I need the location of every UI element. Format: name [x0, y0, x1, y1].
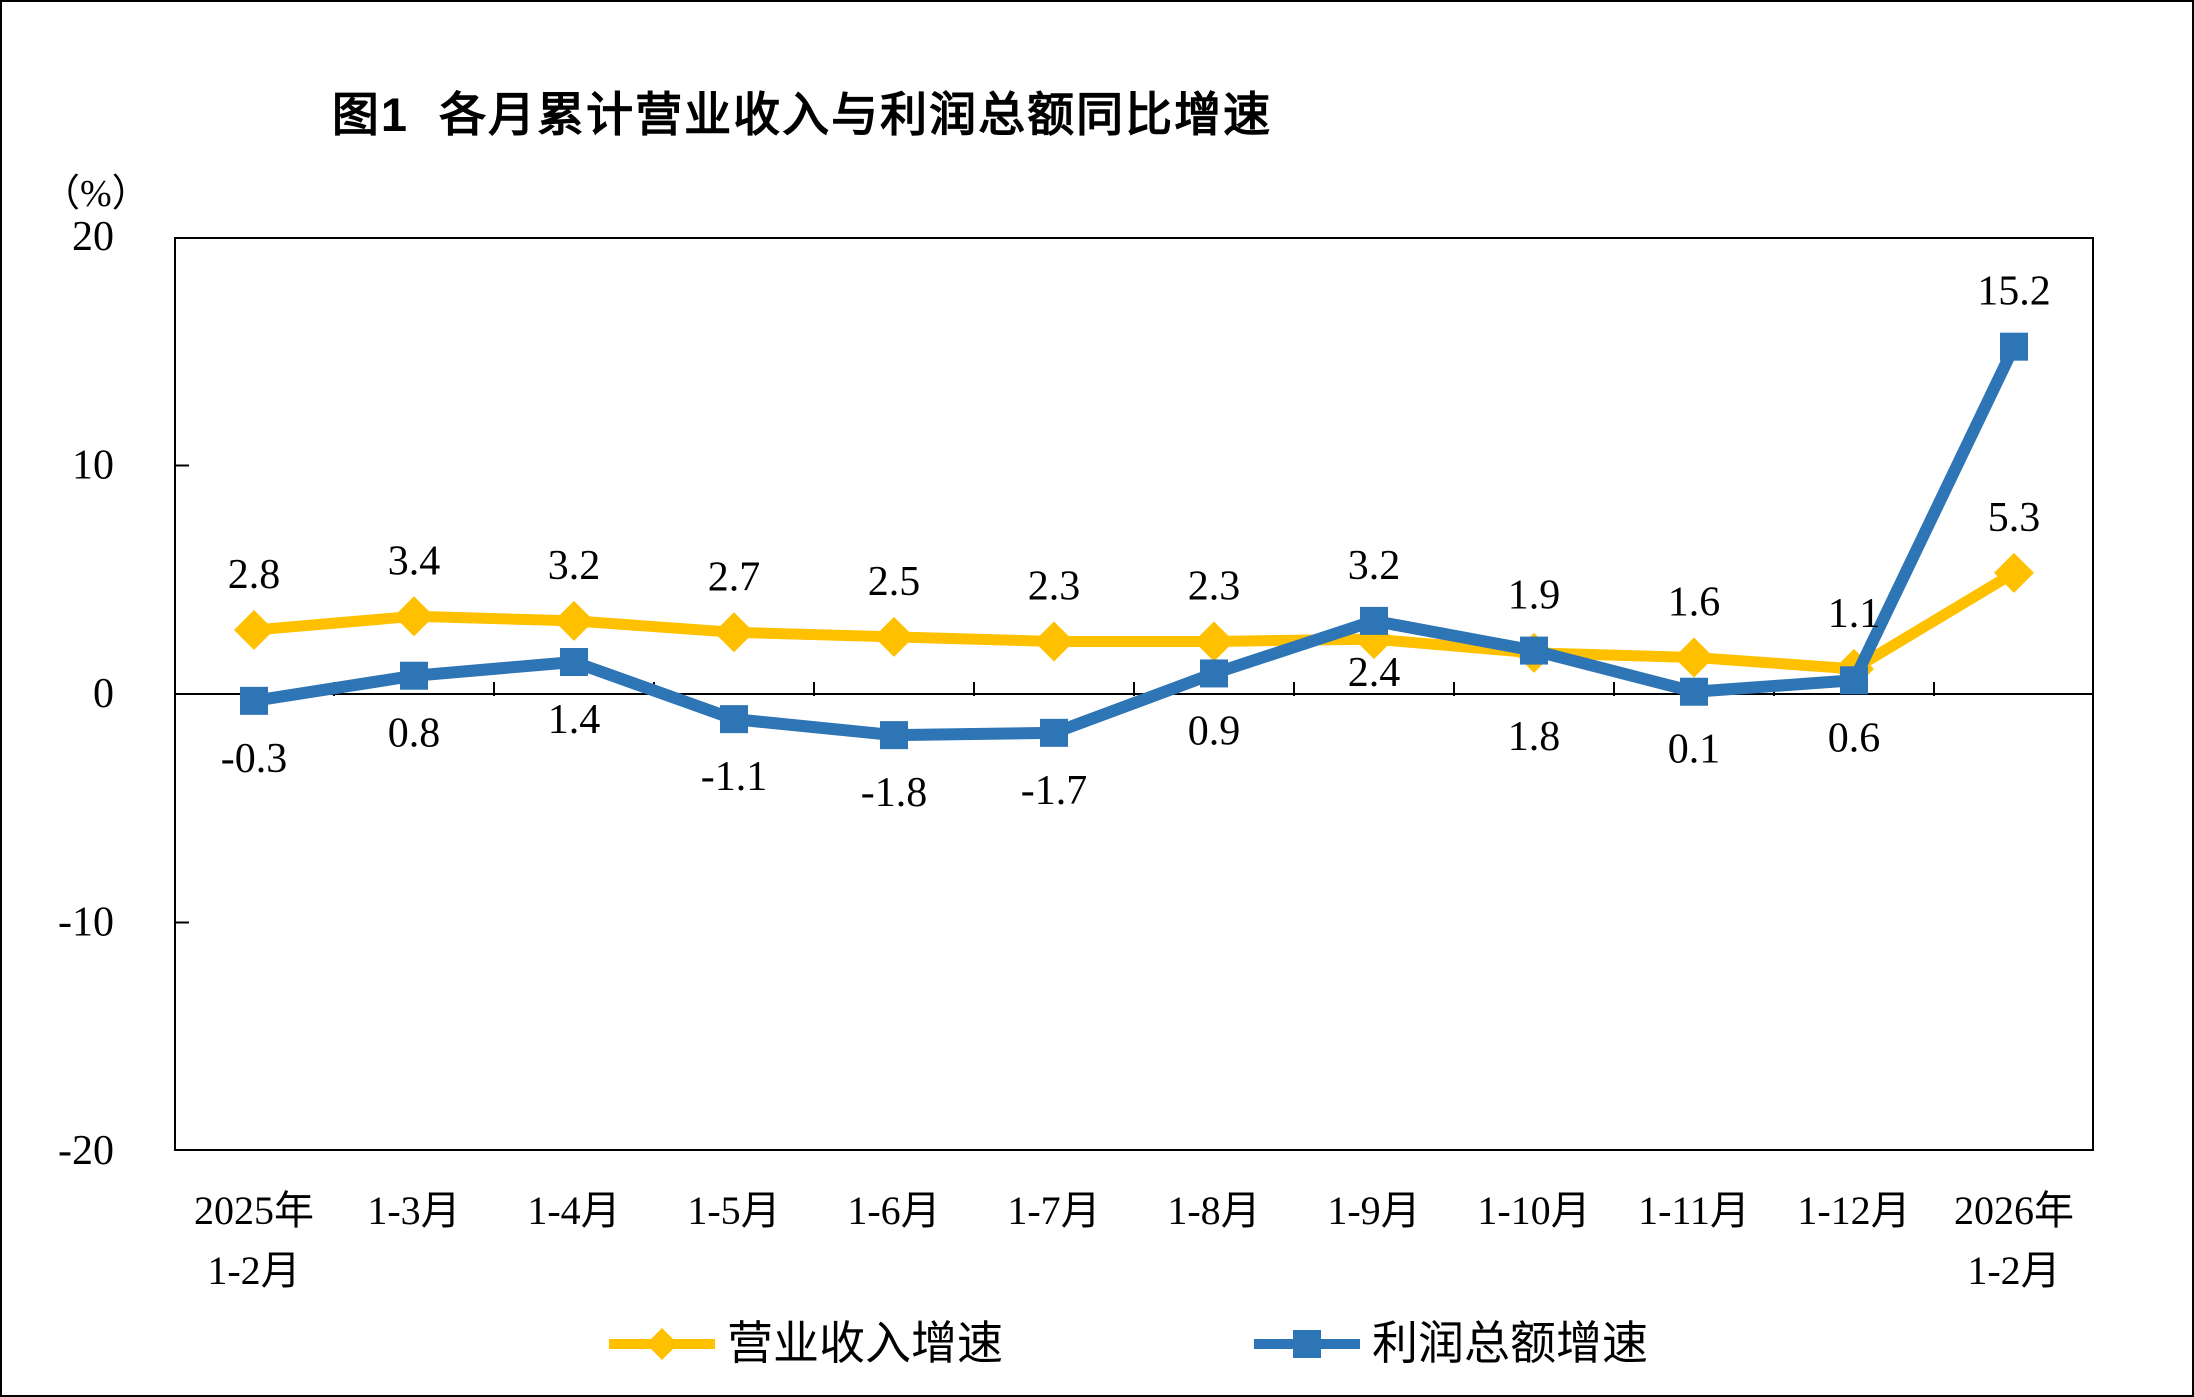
revenue-growth-line [248, 567, 2020, 675]
profit-data-marker [400, 661, 428, 690]
x-category-label: 1-7月 [1007, 1188, 1100, 1233]
x-category-label: 1-4月 [527, 1188, 620, 1233]
profit-data-marker [2000, 332, 2028, 361]
x-category-label: 1-10月 [1477, 1188, 1590, 1233]
profit-data-label: 1.9 [1508, 573, 1561, 619]
profit-data-marker [1360, 606, 1388, 635]
profit-data-marker [560, 648, 588, 677]
legend-item-profit-growth: 利润总额增速 [1252, 1318, 1648, 1370]
y-tick-label: -10 [58, 900, 114, 946]
x-category-label: 1-5月 [687, 1188, 780, 1233]
profit-data-label: 1.4 [548, 697, 601, 743]
x-category-label: 2025年 [194, 1188, 314, 1233]
y-axis-unit-label: （%） [42, 173, 150, 215]
revenue-data-marker [234, 610, 274, 651]
profit-growth-line [248, 340, 2020, 742]
x-category-label: 1-8月 [1167, 1188, 1260, 1233]
profit-data-marker [240, 686, 268, 715]
x-category-label: 1-9月 [1327, 1188, 1420, 1233]
revenue-data-label: 5.3 [1988, 495, 2041, 541]
revenue-data-label: 2.3 [1188, 563, 1241, 609]
profit-data-marker [1840, 666, 1868, 695]
revenue-data-marker [1194, 621, 1234, 662]
profit-data-label: 0.1 [1668, 727, 1721, 773]
revenue-data-label: 1.1 [1828, 591, 1881, 637]
revenue-data-marker [1034, 621, 1074, 662]
y-tick-label: 10 [72, 443, 114, 489]
y-tick-label: 20 [72, 214, 114, 260]
x-category-label: 1-6月 [847, 1188, 940, 1233]
profit-data-marker [880, 721, 908, 750]
profit-data-label: -1.1 [701, 754, 768, 800]
profit-data-label: -1.7 [1021, 768, 1088, 814]
profit-series-swatch [1254, 1330, 1360, 1358]
revenue-data-label: 3.2 [548, 543, 601, 589]
revenue-data-marker [1994, 552, 2034, 593]
x-category-label: 1-11月 [1638, 1188, 1750, 1233]
x-category-label: 2026年 [1954, 1188, 2074, 1233]
revenue-data-label: 2.4 [1348, 650, 1401, 696]
profit-data-label: -0.3 [221, 736, 288, 782]
profit-data-label: 15.2 [1977, 269, 2051, 315]
profit-data-label: 0.8 [388, 711, 441, 757]
revenue-series-swatch [609, 1328, 715, 1360]
profit-data-label: -1.8 [861, 770, 928, 816]
revenue-data-label: 2.3 [1028, 563, 1081, 609]
revenue-data-marker [1674, 637, 1714, 678]
profit-data-marker [1200, 659, 1228, 688]
profit-data-label: 0.9 [1188, 708, 1241, 754]
x-category-label: 1-2月 [207, 1248, 300, 1293]
profit-data-marker [1520, 636, 1548, 665]
revenue-data-marker [394, 596, 434, 637]
x-category-label: 1-2月 [1967, 1248, 2060, 1293]
y-tick-label: 0 [93, 671, 114, 717]
revenue-data-label: 1.6 [1668, 579, 1721, 625]
revenue-data-label: 1.8 [1508, 714, 1561, 760]
profit-data-marker [1680, 677, 1708, 706]
x-category-label: 1-12月 [1797, 1188, 1910, 1233]
revenue-data-marker [874, 616, 914, 657]
revenue-data-label: 2.5 [868, 559, 921, 605]
legend-label-profit-growth: 利润总额增速 [1372, 1318, 1648, 1369]
legend-label-revenue-growth: 营业收入增速 [727, 1318, 1003, 1369]
revenue-data-label: 2.7 [708, 554, 761, 600]
revenue-data-label: 2.8 [228, 552, 281, 598]
profit-data-marker [720, 705, 748, 734]
revenue-data-label: 3.4 [388, 538, 441, 584]
x-category-label: 1-3月 [367, 1188, 460, 1233]
revenue-data-marker [714, 612, 754, 653]
y-tick-label: -20 [58, 1128, 114, 1174]
profit-data-label: 3.2 [1348, 543, 1401, 589]
revenue-data-marker [554, 600, 594, 641]
chart-title: 图1 各月累计营业收入与利润总额同比增速 [331, 88, 1273, 141]
profit-data-label: 0.6 [1828, 715, 1881, 761]
profit-data-marker [1040, 718, 1068, 747]
legend-item-revenue-growth: 营业收入增速 [607, 1318, 1003, 1370]
legend: 营业收入增速 利润总额增速 [2, 1314, 2192, 1374]
